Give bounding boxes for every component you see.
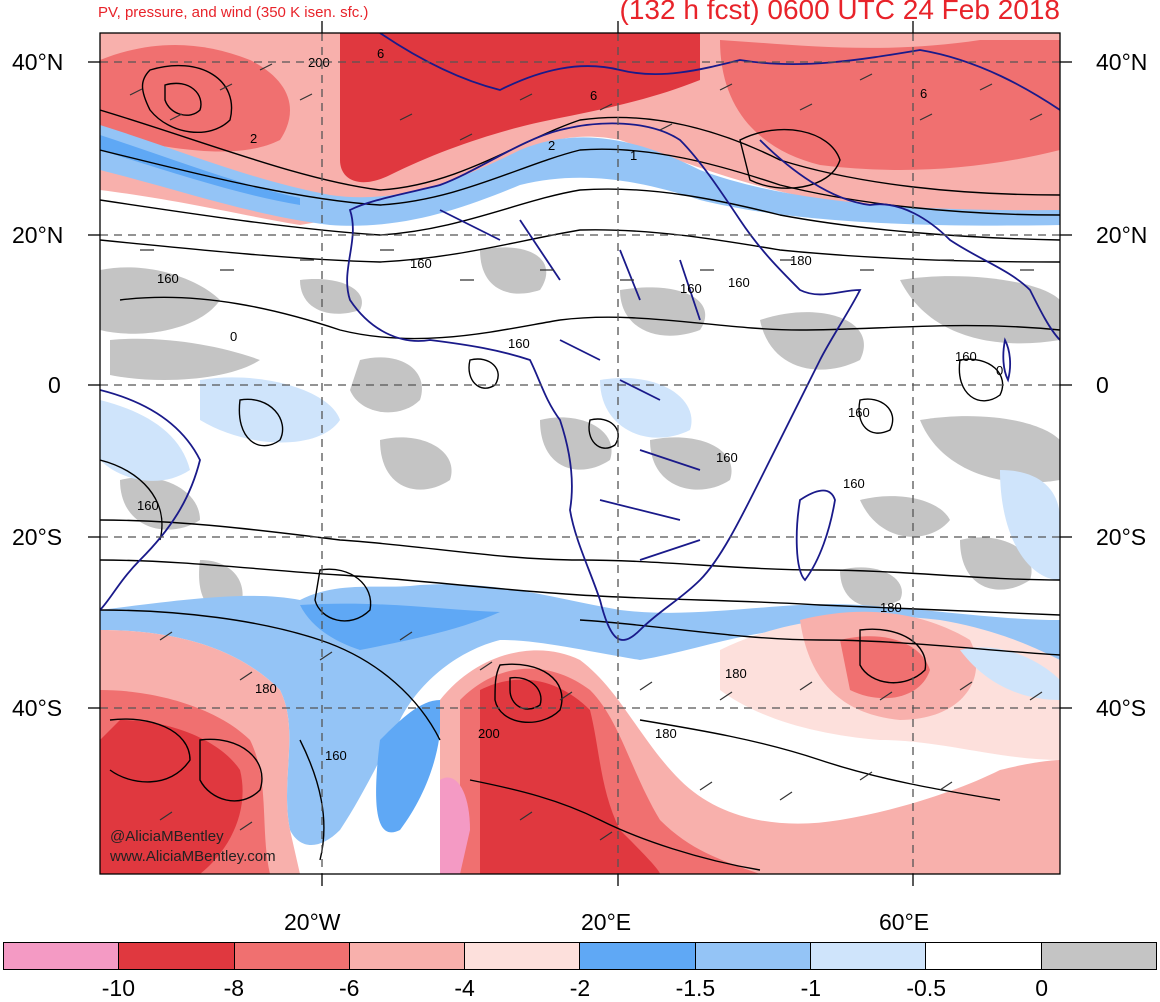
contour-label: 180 xyxy=(880,600,902,615)
colorbar-swatch xyxy=(1041,943,1156,969)
lat-label-left: 40°S xyxy=(12,695,63,721)
contour-label: 160 xyxy=(157,271,179,286)
wind-barbs xyxy=(129,63,1043,841)
colorbar-swatch xyxy=(811,943,927,969)
contour-label: 0 xyxy=(230,329,237,344)
contour-label: 160 xyxy=(843,476,865,491)
contour-labels: 200 6 6 2 2 1 6 160 160 160 160 180 0 16… xyxy=(137,46,1003,763)
colorbar-label: -6 xyxy=(338,975,360,1001)
colorbar-label: -1 xyxy=(800,975,822,1001)
contour-label: 200 xyxy=(478,726,500,741)
contour-label: 160 xyxy=(716,450,738,465)
contour-label: 200 xyxy=(308,55,330,70)
colorbar-label: -10 xyxy=(101,975,136,1001)
map-subtitle: PV, pressure, and wind (350 K isen. sfc.… xyxy=(98,4,369,21)
contour-label: 160 xyxy=(955,349,977,364)
contour-label: 0 xyxy=(996,363,1003,378)
grey-patches xyxy=(100,247,1060,613)
contour-label: 160 xyxy=(137,498,159,513)
lat-label-right: 40°S xyxy=(1096,695,1147,721)
colorbar-swatch xyxy=(926,943,1042,969)
colorbar-label: 0 xyxy=(1035,975,1048,1001)
lat-label-right: 0 xyxy=(1096,372,1109,398)
colorbar-label: -1.5 xyxy=(675,975,716,1001)
contour-label: 180 xyxy=(790,253,812,268)
contour-label: 180 xyxy=(725,666,747,681)
colorbar-label: -0.5 xyxy=(906,975,947,1001)
contour-label: 160 xyxy=(680,281,702,296)
lat-label-left: 20°S xyxy=(12,524,63,550)
colorbar-swatch xyxy=(119,943,235,969)
lat-label-left: 0 xyxy=(48,372,61,398)
contour-label: 6 xyxy=(920,86,927,101)
contour-label: 160 xyxy=(508,336,530,351)
map-frame xyxy=(88,21,1072,886)
colorbar-label: -8 xyxy=(223,975,245,1001)
colorbar-swatch xyxy=(234,943,350,969)
contour-label: 160 xyxy=(728,275,750,290)
credit-handle: @AliciaMBentley xyxy=(110,828,224,845)
colorbar-swatch xyxy=(695,943,812,969)
contour-label: 160 xyxy=(848,405,870,420)
contour-label: 6 xyxy=(590,88,597,103)
contour-label: 160 xyxy=(410,256,432,271)
colorbar-swatch xyxy=(349,943,466,969)
contour-label: 2 xyxy=(548,138,555,153)
colorbar-swatch xyxy=(580,943,696,969)
colorbar xyxy=(3,942,1157,970)
graticule xyxy=(100,33,1060,874)
contour-label: 180 xyxy=(655,726,677,741)
lat-label-left: 20°N xyxy=(12,222,64,248)
lon-label: 20°E xyxy=(581,909,632,935)
contour-label: 160 xyxy=(325,748,347,763)
colorbar-label: -2 xyxy=(569,975,591,1001)
pv-fill-field: 200 6 6 2 2 1 6 160 160 160 160 180 0 16… xyxy=(100,33,1060,874)
lat-label-left: 40°N xyxy=(12,49,64,75)
contour-label: 1 xyxy=(630,148,637,163)
lon-label: 60°E xyxy=(879,909,930,935)
credit-website: www.AliciaMBentley.com xyxy=(110,848,276,865)
map-title: (132 h fcst) 0600 UTC 24 Feb 2018 xyxy=(619,0,1060,25)
lat-label-right: 20°N xyxy=(1096,222,1148,248)
colorbar-swatch xyxy=(4,943,120,969)
lat-label-right: 40°N xyxy=(1096,49,1148,75)
coastlines xyxy=(100,33,1060,641)
contour-label: 2 xyxy=(250,131,257,146)
contour-label: 180 xyxy=(255,681,277,696)
contour-label: 6 xyxy=(377,46,384,61)
colorbar-label: -4 xyxy=(454,975,475,1001)
lat-label-right: 20°S xyxy=(1096,524,1147,550)
colorbar-swatch xyxy=(465,943,581,969)
pressure-contours xyxy=(100,65,1060,871)
lon-label: 20°W xyxy=(284,909,341,935)
